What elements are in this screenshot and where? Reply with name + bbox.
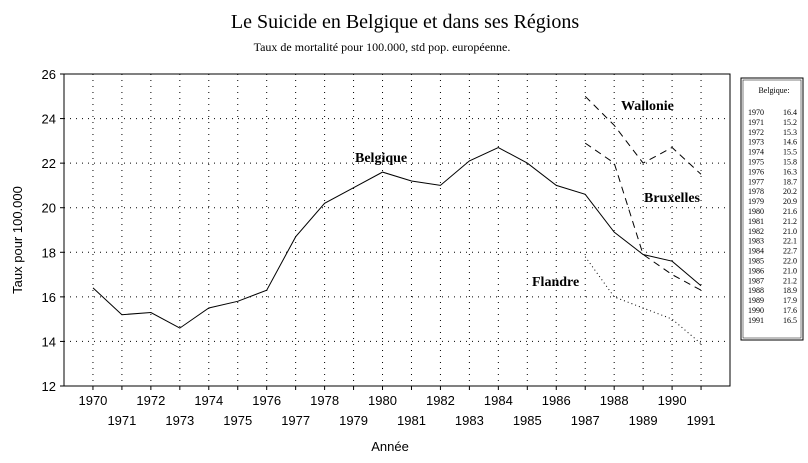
table-year: 1974 — [748, 148, 764, 157]
y-tick-label: 18 — [42, 245, 56, 260]
table-value: 21.2 — [783, 276, 797, 285]
series-line-belgique — [92, 146, 702, 329]
table-value: 18.7 — [783, 177, 797, 186]
table-value: 20.9 — [783, 197, 797, 206]
table-year: 1986 — [748, 266, 764, 275]
x-tick-label: 1972 — [136, 393, 165, 408]
x-tick-label: 1982 — [426, 393, 455, 408]
table-value: 16.3 — [783, 167, 797, 176]
y-tick-label: 14 — [42, 334, 56, 349]
x-tick-label: 1988 — [600, 393, 629, 408]
y-ticks: 12 14 16 18 20 22 24 26 — [42, 67, 64, 394]
table-value: 22.0 — [783, 257, 797, 266]
table-year: 1984 — [748, 247, 764, 256]
table-value: 21.0 — [783, 227, 797, 236]
series-label-flandre: Flandre — [532, 275, 579, 290]
table-value: 17.6 — [783, 306, 797, 315]
x-tick-label: 1976 — [252, 393, 281, 408]
table-year: 1991 — [748, 316, 764, 325]
y-tick-label: 16 — [42, 290, 56, 305]
table-year: 1983 — [748, 237, 764, 246]
table-value: 15.5 — [783, 148, 797, 157]
table-value: 22.1 — [783, 237, 797, 246]
x-tick-label: 1973 — [165, 413, 194, 428]
y-tick-label: 20 — [42, 201, 56, 216]
grid — [64, 74, 730, 386]
x-tick-label: 1991 — [687, 413, 716, 428]
table-year: 1972 — [748, 128, 764, 137]
x-tick-label: 1983 — [455, 413, 484, 428]
x-tick-label: 1987 — [571, 413, 600, 428]
series-line-flandre — [584, 256, 702, 345]
table-year: 1977 — [748, 177, 764, 186]
table-value: 18.9 — [783, 286, 797, 295]
x-tick-label: 1971 — [107, 413, 136, 428]
x-tick-label: 1970 — [78, 393, 107, 408]
table-value: 16.5 — [783, 316, 797, 325]
data-table-inner-frame — [742, 79, 802, 339]
series-line-wallonie — [584, 95, 702, 175]
x-tick-label: 1979 — [339, 413, 368, 428]
y-tick-label: 12 — [42, 379, 56, 394]
y-axis-label: Taux pour 100.000 — [10, 186, 25, 294]
y-tick-label: 26 — [42, 67, 56, 82]
table-year: 1985 — [748, 257, 764, 266]
data-table-title: Belgique: — [758, 86, 789, 95]
table-value: 21.6 — [783, 207, 797, 216]
y-tick-label: 22 — [42, 156, 56, 171]
x-axis-label: Année — [371, 439, 409, 454]
table-value: 16.4 — [783, 108, 797, 117]
x-tick-label: 1977 — [281, 413, 310, 428]
table-value: 22.7 — [783, 247, 797, 256]
table-value: 15.2 — [783, 118, 797, 127]
x-tick-label: 1974 — [194, 393, 223, 408]
table-value: 20.2 — [783, 187, 797, 196]
table-value: 17.9 — [783, 296, 797, 305]
chart-subtitle: Taux de mortalité pour 100.000, std pop.… — [254, 40, 511, 54]
table-value: 15.8 — [783, 158, 797, 167]
table-year: 1970 — [748, 108, 764, 117]
x-tick-label: 1984 — [484, 393, 513, 408]
x-tick-label: 1990 — [658, 393, 687, 408]
data-table: Belgique: 1970 16.4 1971 15.2 1972 15.3 1973 14… — [740, 77, 804, 341]
table-year: 1981 — [748, 217, 764, 226]
table-year: 1980 — [748, 207, 764, 216]
data-table-frame — [740, 77, 804, 341]
x-tick-label: 1985 — [513, 413, 542, 428]
table-year: 1988 — [748, 286, 764, 295]
table-value: 21.0 — [783, 266, 797, 275]
x-tick-label: 1980 — [368, 393, 397, 408]
table-year: 1989 — [748, 296, 764, 305]
table-year: 1982 — [748, 227, 764, 236]
table-value: 21.2 — [783, 217, 797, 226]
table-year: 1987 — [748, 276, 764, 285]
x-tick-label: 1978 — [310, 393, 339, 408]
table-year: 1975 — [748, 158, 764, 167]
series — [92, 95, 702, 345]
series-label-belgique: Belgique — [355, 151, 407, 166]
x-tick-label: 1981 — [397, 413, 426, 428]
table-year: 1978 — [748, 187, 764, 196]
x-tick-label: 1986 — [542, 393, 571, 408]
x-tick-label: 1975 — [223, 413, 252, 428]
table-year: 1979 — [748, 197, 764, 206]
x-ticks: 1970197119721973197419751976197719781979… — [78, 386, 716, 428]
series-label-wallonie: Wallonie — [621, 99, 674, 114]
chart-title: Le Suicide en Belgique et dans ses Régio… — [231, 11, 579, 33]
plot-frame — [63, 73, 731, 387]
series-label-bruxelles: Bruxelles — [644, 191, 701, 206]
table-year: 1973 — [748, 138, 764, 147]
table-value: 14.6 — [783, 138, 797, 147]
y-tick-label: 24 — [42, 112, 56, 127]
x-tick-label: 1989 — [629, 413, 658, 428]
table-value: 15.3 — [783, 128, 797, 137]
table-year: 1976 — [748, 167, 764, 176]
table-year: 1990 — [748, 306, 764, 315]
data-table-rows: 1970 16.4 1971 15.2 1972 15.3 1973 14.6 1974 15.5… — [748, 108, 797, 325]
table-year: 1971 — [748, 118, 764, 127]
